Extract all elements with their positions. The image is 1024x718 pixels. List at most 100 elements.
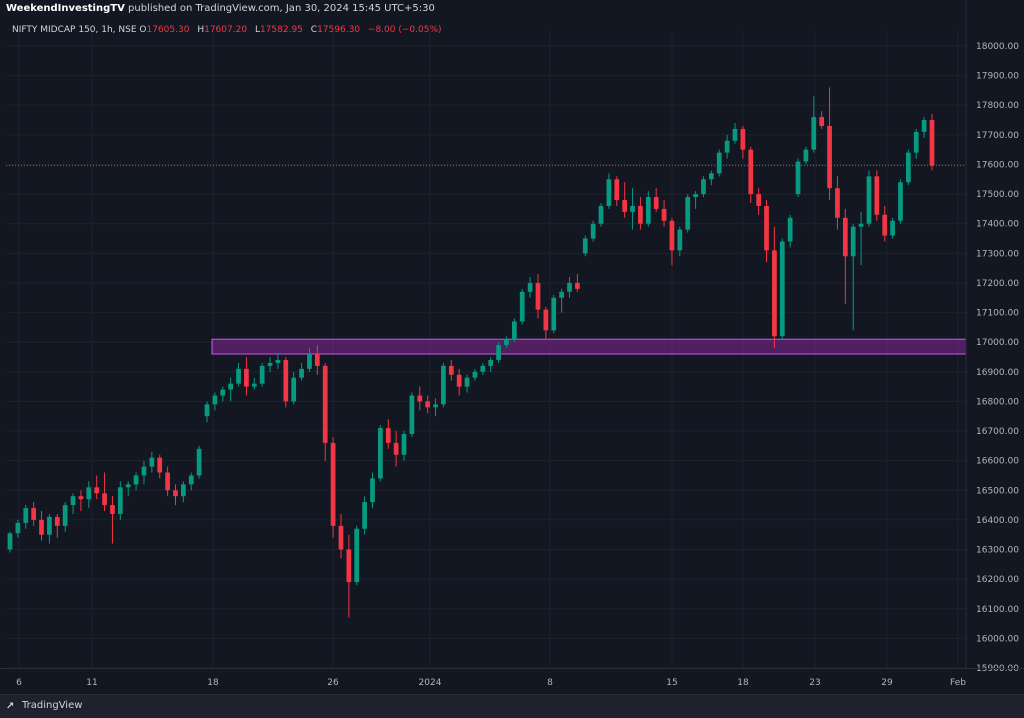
candle — [330, 436, 336, 538]
candle — [157, 454, 163, 479]
candle — [527, 277, 533, 298]
x-tick-label: 11 — [86, 678, 97, 688]
candle-body — [251, 383, 257, 387]
candle — [322, 362, 328, 461]
candle — [590, 220, 596, 242]
candle-body — [701, 179, 706, 195]
candle — [244, 357, 249, 396]
candle-body — [622, 200, 628, 212]
candle-body — [693, 194, 698, 198]
candle — [882, 205, 888, 242]
candle — [228, 377, 234, 402]
candle-body — [259, 365, 265, 384]
y-tick-label: 16700.00 — [976, 427, 1019, 437]
candle — [385, 419, 391, 449]
support-zone-layer — [6, 165, 967, 355]
candle — [378, 425, 383, 482]
candle — [417, 386, 423, 411]
candle — [181, 481, 186, 503]
y-tick-label: 17400.00 — [976, 220, 1019, 230]
brand-label[interactable]: TradingView — [22, 700, 83, 711]
candle — [748, 146, 754, 203]
candle — [23, 505, 29, 529]
y-tick-label: 17000.00 — [976, 338, 1019, 348]
candle-body — [582, 238, 588, 254]
candle-body — [196, 448, 202, 476]
candle — [133, 472, 139, 491]
candle — [110, 496, 115, 544]
candle-body — [527, 282, 533, 292]
y-tick-label: 17600.00 — [976, 160, 1019, 170]
candle-body — [362, 502, 367, 529]
candle-body — [464, 377, 470, 387]
candle — [772, 226, 777, 349]
candle — [346, 534, 352, 618]
y-tick-label: 16300.00 — [976, 546, 1019, 556]
candle — [819, 111, 825, 129]
candle — [614, 176, 620, 206]
candle-body — [456, 374, 462, 387]
x-tick-label: 8 — [547, 678, 553, 688]
candle-body — [149, 457, 155, 467]
candle — [448, 359, 454, 381]
candle — [661, 200, 667, 227]
candle-body — [299, 368, 304, 378]
candle-body — [401, 434, 407, 455]
candle — [803, 146, 809, 165]
candle-body — [110, 505, 115, 514]
candle-body — [125, 484, 131, 488]
publisher-name[interactable]: WeekendInvestingTV — [6, 3, 125, 14]
candle — [606, 173, 612, 209]
candle — [866, 170, 872, 227]
candle-body — [23, 508, 29, 523]
candle-body — [181, 484, 186, 497]
candle — [251, 377, 257, 390]
candle — [433, 398, 438, 417]
candle — [488, 357, 494, 372]
candle-body — [54, 516, 60, 526]
candle — [480, 362, 486, 375]
candle — [685, 194, 691, 233]
candle-body — [874, 176, 880, 215]
candle-body — [102, 493, 107, 506]
y-tick-label: 18000.00 — [976, 42, 1019, 52]
candle-body — [929, 120, 935, 166]
candle-body — [47, 516, 52, 535]
candle — [716, 149, 722, 177]
candle-body — [590, 223, 596, 239]
candle — [638, 197, 643, 230]
tradingview-logo-icon[interactable]: ↗ — [6, 701, 15, 712]
candle — [496, 342, 501, 363]
candle — [15, 519, 21, 538]
candle-body — [275, 359, 281, 363]
candle — [94, 475, 100, 500]
candle — [598, 202, 604, 227]
footer-bar: ↗ TradingView — [0, 694, 1024, 718]
candle-body — [653, 197, 659, 209]
candle — [441, 362, 446, 408]
candle-body — [598, 205, 604, 224]
candle-body — [393, 442, 399, 455]
candle-body — [898, 182, 903, 221]
candle-body — [732, 128, 738, 141]
x-tick-label: Feb — [950, 678, 966, 688]
candle — [393, 431, 399, 467]
candle-body — [378, 428, 383, 479]
candle-body — [338, 525, 344, 550]
candle-body — [204, 404, 210, 417]
candle-body — [740, 128, 746, 150]
y-tick-label: 16400.00 — [976, 516, 1019, 526]
candle — [905, 149, 911, 186]
candle — [779, 238, 785, 340]
candle — [669, 217, 675, 266]
x-tick-label: 18 — [207, 678, 219, 688]
candle — [283, 357, 289, 408]
candle — [78, 490, 84, 512]
candle-body — [94, 487, 100, 494]
candlestick-chart[interactable]: 18000.00 17900.00 17800.00 17700.00 17600.00… — [0, 0, 1024, 694]
candle — [842, 208, 848, 304]
candle-body — [291, 377, 297, 402]
candle-body — [228, 383, 234, 390]
candle — [165, 466, 170, 497]
candle — [890, 217, 895, 239]
